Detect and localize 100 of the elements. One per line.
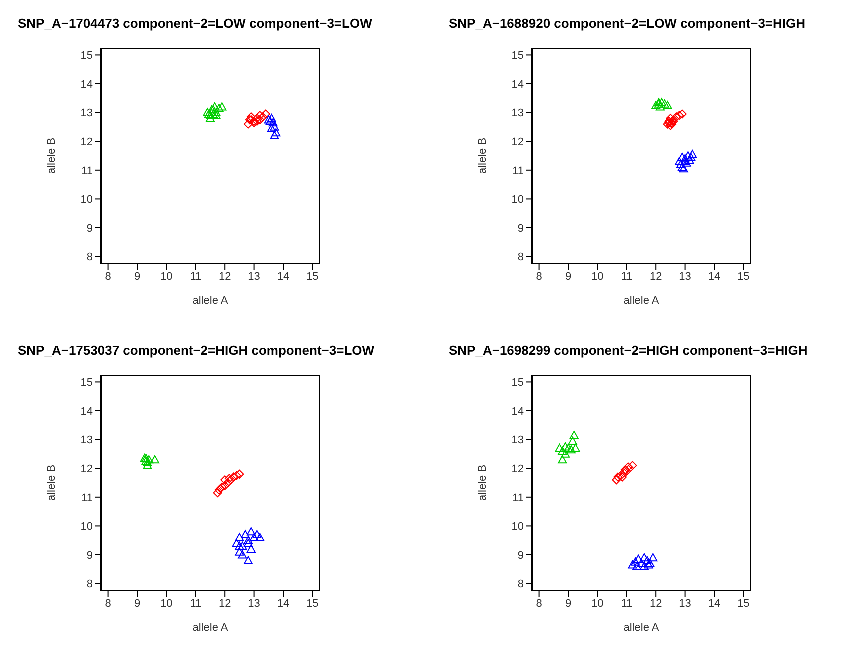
y-tick-label: 10 xyxy=(80,194,93,206)
point xyxy=(640,562,649,570)
y-tick-label: 10 xyxy=(512,194,524,206)
y-tick-label: 9 xyxy=(86,550,93,562)
point xyxy=(648,553,658,562)
point xyxy=(566,445,576,454)
y-axis-title: allele B xyxy=(46,138,58,174)
point xyxy=(660,100,670,108)
point xyxy=(684,152,693,160)
point xyxy=(561,442,570,451)
point xyxy=(229,472,238,482)
x-tick-label: 11 xyxy=(190,270,202,283)
point xyxy=(210,102,220,111)
y-tick-label: 14 xyxy=(512,406,524,418)
x-tick-label: 10 xyxy=(592,598,604,610)
y-tick-label: 14 xyxy=(80,78,93,91)
x-axis-title: allele A xyxy=(192,295,229,307)
point xyxy=(680,154,690,163)
chart-title: SNP_A−1753037 component−2=HIGH component−3=LOW xyxy=(18,343,375,358)
y-tick-label: 13 xyxy=(80,108,93,120)
point xyxy=(246,527,256,536)
point xyxy=(686,152,696,162)
x-axis-title: allele A xyxy=(624,295,660,307)
y-tick-label: 15 xyxy=(80,377,93,390)
point xyxy=(246,112,256,122)
point xyxy=(150,455,160,464)
x-tick-label: 9 xyxy=(134,270,141,283)
point xyxy=(256,533,265,542)
x-tick-label: 8 xyxy=(105,270,112,283)
x-tick-label: 12 xyxy=(650,598,662,610)
x-tick-label: 11 xyxy=(621,598,633,610)
point xyxy=(568,436,578,445)
y-tick-label: 11 xyxy=(82,492,93,504)
point xyxy=(685,156,694,164)
y-tick-label: 11 xyxy=(512,165,524,178)
point xyxy=(246,544,256,553)
point xyxy=(555,444,564,452)
point xyxy=(619,468,628,478)
x-tick-label: 13 xyxy=(679,598,692,610)
point xyxy=(232,538,242,548)
point xyxy=(252,116,262,126)
y-tick-label: 11 xyxy=(512,492,524,504)
point xyxy=(213,488,222,498)
x-tick-label: 11 xyxy=(190,598,202,610)
point xyxy=(258,112,268,122)
x-tick-label: 9 xyxy=(134,598,141,610)
x-axis-title: allele A xyxy=(624,622,660,634)
point xyxy=(238,542,248,550)
x-tick-label: 8 xyxy=(536,598,542,610)
point xyxy=(674,157,684,166)
point xyxy=(628,461,638,470)
point xyxy=(272,128,281,137)
y-tick-label: 8 xyxy=(86,252,93,264)
x-tick-label: 15 xyxy=(738,270,750,283)
x-tick-label: 9 xyxy=(565,598,572,610)
y-tick-label: 9 xyxy=(86,222,93,235)
y-axis-title: allele B xyxy=(476,138,489,174)
point xyxy=(672,112,682,122)
point xyxy=(206,114,215,122)
x-tick-label: 13 xyxy=(248,270,260,283)
point xyxy=(270,131,280,140)
y-tick-label: 13 xyxy=(80,434,93,447)
x-tick-label: 14 xyxy=(708,270,721,283)
chart-title: SNP_A−1698299 component−2=HIGH component−3=HIGH xyxy=(449,343,808,358)
point xyxy=(214,104,224,112)
point xyxy=(232,471,242,480)
x-tick-label: 12 xyxy=(650,270,662,283)
point xyxy=(238,550,248,559)
y-tick-label: 9 xyxy=(518,222,524,235)
y-tick-label: 14 xyxy=(80,406,93,418)
point xyxy=(678,152,687,162)
x-tick-label: 12 xyxy=(218,270,232,283)
point xyxy=(642,556,652,564)
point xyxy=(235,542,244,550)
chart-title: SNP_A−1704473 component−2=LOW component−3=LOW xyxy=(18,16,372,31)
point xyxy=(261,110,270,119)
x-tick-label: 13 xyxy=(248,598,260,610)
point xyxy=(212,108,221,116)
x-tick-label: 14 xyxy=(708,598,721,610)
y-tick-label: 13 xyxy=(512,108,524,120)
x-tick-label: 15 xyxy=(738,598,750,610)
point xyxy=(218,102,227,111)
point xyxy=(220,476,230,485)
point xyxy=(612,476,622,485)
point xyxy=(657,98,666,106)
point xyxy=(628,560,638,569)
point xyxy=(632,562,642,570)
x-tick-label: 10 xyxy=(160,598,173,610)
point xyxy=(235,470,244,479)
point xyxy=(244,536,253,544)
point xyxy=(224,478,233,488)
x-tick-label: 14 xyxy=(277,270,290,283)
y-tick-label: 8 xyxy=(518,252,524,264)
point xyxy=(268,118,278,127)
point xyxy=(652,101,661,110)
point xyxy=(637,559,646,568)
point xyxy=(656,102,665,111)
point xyxy=(640,553,649,562)
point xyxy=(244,120,253,129)
point xyxy=(244,538,253,548)
